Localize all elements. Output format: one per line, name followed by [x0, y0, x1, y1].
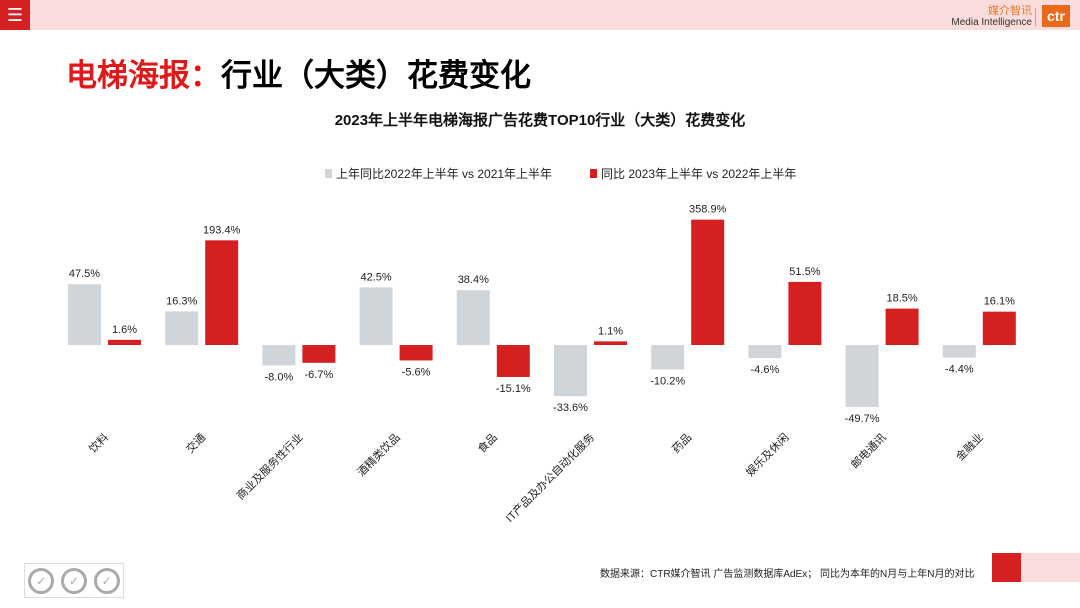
bar	[982, 311, 1016, 345]
bar	[554, 345, 587, 397]
top-bar	[0, 0, 1080, 30]
footer-pink-block	[1021, 553, 1080, 582]
data-label: 38.4%	[458, 274, 489, 286]
data-label: 42.5%	[360, 271, 391, 283]
data-label: 18.5%	[886, 293, 917, 305]
data-label: -8.0%	[265, 371, 294, 383]
category-label: 交通	[183, 430, 208, 455]
sgs-certification-badges: ✓ ✓ ✓	[24, 563, 124, 598]
bar	[456, 290, 490, 345]
category-label: 食品	[474, 430, 499, 455]
category-label: 邮电通讯	[848, 431, 888, 471]
legend-label: 上年同比2022年上半年 vs 2021年上半年	[336, 167, 552, 181]
page-title: 电梯海报：行业（大类）花费变化	[66, 58, 531, 93]
data-label: 16.3%	[166, 295, 197, 307]
hamburger-menu-button[interactable]: ☰	[0, 0, 30, 30]
category-label: 娱乐及休闲	[743, 430, 792, 479]
legend-swatch	[590, 169, 597, 178]
bar	[359, 287, 393, 345]
bar	[165, 311, 199, 345]
legend-label: 同比 2023年上半年 vs 2022年上半年	[601, 167, 796, 181]
data-label: -15.1%	[496, 383, 531, 395]
bar	[108, 339, 141, 345]
category-label: 饮料	[86, 430, 111, 455]
bar	[885, 308, 919, 345]
bar	[302, 345, 336, 363]
data-source-note: 数据来源：CTR媒介智讯 广告监测数据库AdEx； 同比为本年的N月与上年N月的…	[600, 569, 975, 580]
data-label: -4.6%	[751, 364, 780, 376]
bar	[942, 345, 976, 358]
bar	[68, 284, 101, 345]
legend-swatch	[325, 169, 332, 178]
data-label: -10.2%	[650, 375, 685, 387]
category-label: IT产品及办公自动化服务	[503, 430, 598, 525]
bar	[399, 345, 433, 361]
category-label: 金融业	[953, 430, 986, 463]
data-label: 1.6%	[112, 324, 137, 336]
footer-red-block	[992, 553, 1021, 582]
bar	[748, 345, 782, 359]
data-label: 47.5%	[69, 268, 100, 280]
data-label: -6.7%	[305, 369, 334, 381]
data-label: 1.1%	[598, 325, 623, 337]
bar	[594, 341, 627, 345]
category-label: 药品	[670, 431, 695, 456]
category-label: 酒精类饮品	[354, 430, 403, 479]
logo-text: 媒介智讯 Media Intelligence	[951, 5, 1032, 29]
bar	[845, 345, 879, 408]
category-label: 商业及服务性行业	[233, 430, 305, 502]
data-label: 51.5%	[789, 266, 820, 278]
chart-title: 2023年上半年电梯海报广告花费TOP10行业（大类）花费变化	[335, 111, 746, 129]
logo-divider	[1035, 8, 1036, 26]
data-label: 358.9%	[689, 204, 727, 216]
data-label: -49.7%	[845, 413, 880, 425]
data-label: -33.6%	[553, 402, 588, 414]
bar	[651, 345, 685, 370]
bar	[205, 240, 239, 345]
data-label: 16.1%	[984, 296, 1015, 308]
data-label: 193.4%	[203, 224, 241, 236]
bar	[262, 345, 296, 366]
data-label: -4.4%	[945, 364, 974, 376]
bar	[496, 345, 530, 377]
ctr-logo: ctr	[1042, 5, 1070, 27]
bar	[691, 219, 725, 345]
data-label: -5.6%	[402, 366, 431, 378]
bar	[788, 281, 822, 345]
